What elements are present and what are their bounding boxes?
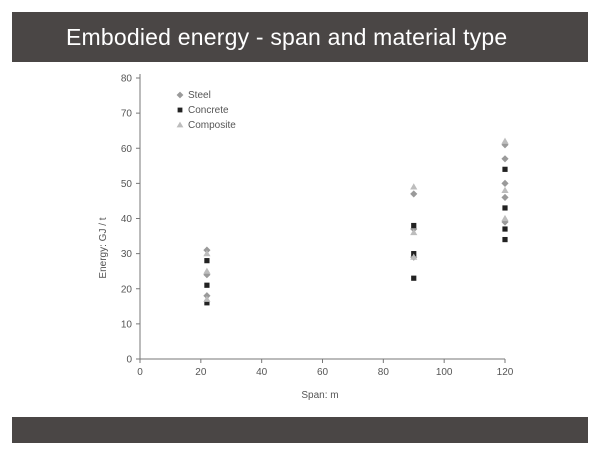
scatter-chart: 0 20 40 60 80 100 120 0 10 20 30 40 50 60 70 80 Steel Co… [98,74,514,402]
data-point-concrete [411,275,417,281]
x-tick-label: 120 [497,367,514,378]
y-tick-label: 60 [121,144,133,155]
data-points [203,137,509,306]
y-tick-label: 40 [121,214,133,225]
data-point-concrete [411,222,417,229]
data-point-steel [501,155,509,163]
legend: Steel Concrete Composite [176,90,236,131]
data-point-composite [203,295,211,302]
legend-label-composite: Composite [188,120,236,131]
data-point-steel [410,190,418,198]
x-axis-label: Span: m [301,390,338,401]
data-point-concrete [204,258,210,264]
legend-marker-steel [176,91,184,99]
data-point-steel [501,193,509,202]
data-point-concrete [502,226,508,232]
data-point-concrete [502,236,508,243]
y-tick-label: 20 [121,284,133,295]
y-axis-label: Energy: GJ / t [98,217,109,278]
y-tick-label: 70 [121,109,133,120]
legend-marker-concrete [177,107,183,113]
x-tick-label: 0 [137,367,143,378]
chart-area: 0 20 40 60 80 100 120 0 10 20 30 40 50 60 70 80 Steel Co… [0,62,601,417]
y-tick-label: 30 [121,249,133,260]
x-tick-label: 20 [195,367,207,378]
data-point-concrete [502,166,508,172]
y-tick-label: 50 [121,179,133,190]
legend-label-steel: Steel [188,90,211,101]
y-tick-label: 10 [121,319,133,330]
data-point-composite [410,228,418,236]
x-tick-label: 60 [317,367,329,378]
y-tick-label: 80 [121,74,133,85]
axes [139,74,505,360]
data-point-concrete [204,300,210,306]
data-point-composite [501,137,509,144]
data-point-composite [203,267,211,274]
data-point-concrete [502,205,508,211]
slide-title: Embodied energy - span and material type [66,23,508,50]
data-point-steel [501,179,509,187]
data-point-composite [501,214,509,222]
legend-marker-composite [176,121,184,128]
x-tick-label: 100 [436,367,453,378]
x-tick-label: 40 [256,367,268,378]
data-point-composite [203,250,211,257]
y-tick-label: 0 [126,355,132,366]
data-point-composite [410,183,418,190]
footer-bar [12,417,588,443]
data-point-composite [501,186,509,193]
tick-labels: 0 20 40 60 80 100 120 0 10 20 30 40 50 60 70 80 [121,74,514,379]
data-point-composite [410,253,418,260]
legend-label-concrete: Concrete [188,105,229,116]
data-point-concrete [204,282,210,288]
title-bar: Embodied energy - span and material type [12,12,588,62]
x-tick-label: 80 [378,367,390,378]
